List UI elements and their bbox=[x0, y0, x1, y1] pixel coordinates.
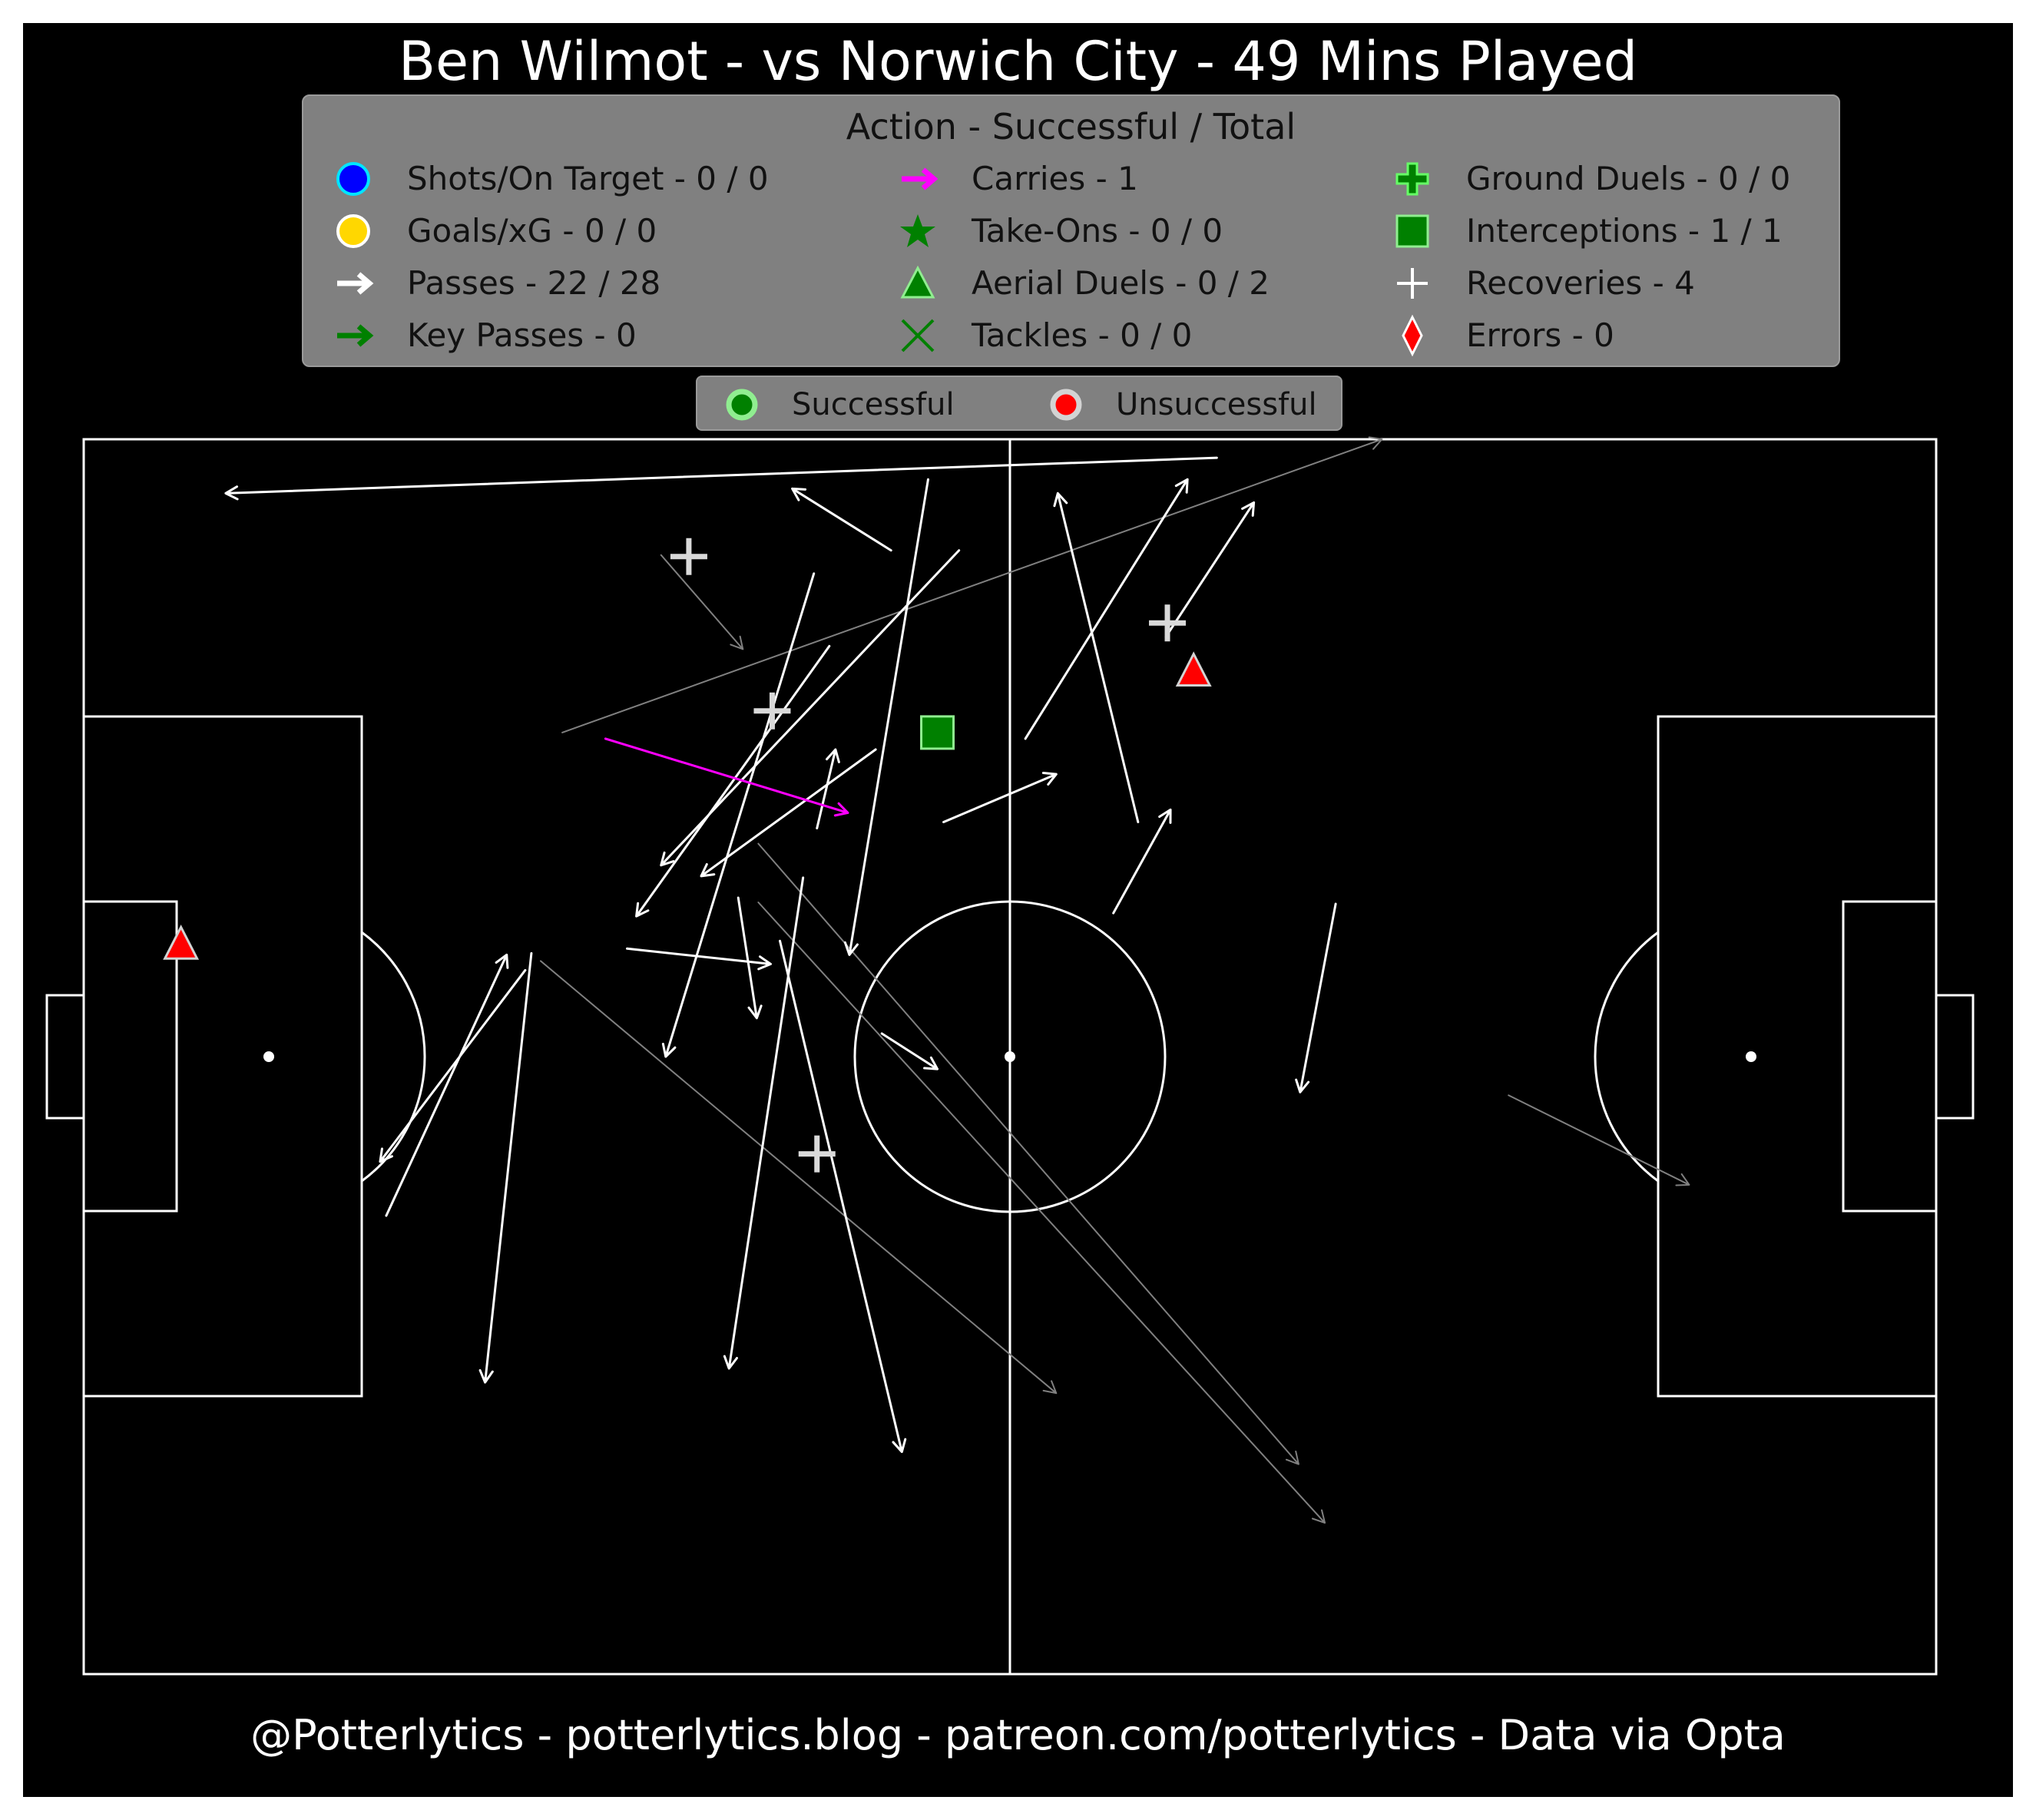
left-six-yard-box bbox=[82, 900, 178, 1213]
aerial-duel-marker-unsuccessful bbox=[1175, 651, 1212, 687]
pass-arrow-successful bbox=[379, 968, 527, 1163]
left-penalty-arc bbox=[361, 931, 426, 1183]
left-penalty-area bbox=[82, 715, 363, 1398]
green-x-icon bbox=[901, 319, 935, 352]
pitch-spots bbox=[263, 1051, 1756, 1062]
recovery-marker bbox=[753, 692, 791, 730]
pass-arrow-successful bbox=[791, 487, 892, 552]
legend-label-key-passes: Key Passes - 0 bbox=[407, 316, 637, 354]
pitch-markings bbox=[45, 438, 1975, 1676]
recovery-marker bbox=[1149, 604, 1187, 642]
action-legend: Action - Successful / Total Shots/On Tar… bbox=[302, 94, 1840, 367]
event-marks bbox=[163, 436, 1690, 1524]
pass-arrow-successful bbox=[1053, 491, 1140, 823]
footer-credit: @Potterlytics - potterlytics.blog - patr… bbox=[250, 1711, 1786, 1759]
legend-label-recoveries: Recoveries - 4 bbox=[1466, 264, 1695, 302]
left-goal bbox=[45, 994, 85, 1120]
pass-arrow-unsuccessful bbox=[660, 554, 744, 650]
green-plus-icon bbox=[1395, 162, 1429, 196]
legend-label-aerial-duels: Aerial Duels - 0 / 2 bbox=[972, 264, 1270, 302]
pass-arrow-successful bbox=[816, 748, 840, 830]
pass-arrow-successful bbox=[723, 876, 805, 1370]
right-penalty-arc bbox=[1594, 931, 1659, 1183]
blue-circle-icon bbox=[336, 162, 370, 196]
chart-title: Ben Wilmot - vs Norwich City - 49 Mins P… bbox=[398, 30, 1638, 93]
right-penalty-area bbox=[1657, 715, 1938, 1398]
aerial-duel-marker-unsuccessful bbox=[163, 924, 200, 960]
status-successful-label: Successful bbox=[792, 387, 955, 422]
legend-label-tackles: Tackles - 0 / 0 bbox=[972, 316, 1193, 354]
green-arrow-icon bbox=[337, 324, 374, 347]
right-six-yard-box bbox=[1842, 900, 1938, 1213]
pass-arrow-successful bbox=[1024, 478, 1189, 740]
red-diamond-icon bbox=[1402, 314, 1423, 357]
pass-arrow-unsuccessful bbox=[539, 960, 1058, 1395]
pass-arrow-successful bbox=[942, 772, 1058, 823]
pass-arrow-successful bbox=[660, 549, 961, 867]
recovery-marker bbox=[670, 538, 707, 575]
pass-arrow-successful bbox=[626, 947, 772, 971]
right-penalty-spot bbox=[1746, 1051, 1756, 1062]
pass-arrow-successful bbox=[1164, 501, 1256, 638]
right-goal bbox=[1935, 994, 1975, 1120]
legend-label-take-ons: Take-Ons - 0 / 0 bbox=[972, 212, 1223, 250]
white-arrow-icon bbox=[337, 272, 374, 295]
green-star-icon bbox=[900, 214, 935, 247]
green-triangle-icon bbox=[900, 265, 935, 299]
carry-arrow bbox=[604, 737, 849, 817]
legend-label-passes: Passes - 22 / 28 bbox=[407, 264, 661, 302]
gold-circle-icon bbox=[336, 214, 370, 248]
centre-spot bbox=[1005, 1051, 1015, 1062]
status-legend: Successful Unsuccessful bbox=[696, 376, 1342, 431]
magenta-arrow-icon bbox=[902, 167, 939, 190]
green-square-icon bbox=[1395, 214, 1429, 248]
left-penalty-spot bbox=[263, 1051, 274, 1062]
pass-arrow-successful bbox=[737, 896, 763, 1020]
legend-label-interceptions: Interceptions - 1 / 1 bbox=[1466, 212, 1783, 250]
interception-marker-successful bbox=[920, 715, 955, 750]
pass-arrow-successful bbox=[1112, 808, 1172, 915]
green-dot-icon bbox=[726, 389, 758, 421]
recovery-marker bbox=[798, 1135, 836, 1173]
pass-arrow-successful bbox=[779, 939, 907, 1454]
red-dot-icon bbox=[1050, 389, 1082, 421]
pass-arrow-successful bbox=[661, 572, 816, 1058]
pass-arrow-unsuccessful bbox=[1508, 1094, 1690, 1186]
status-unsuccessful-label: Unsuccessful bbox=[1116, 387, 1317, 422]
pass-arrow-successful bbox=[478, 951, 533, 1384]
pass-arrow-successful bbox=[700, 748, 877, 878]
pass-arrow-successful bbox=[880, 1032, 939, 1070]
pass-arrow-successful bbox=[635, 644, 831, 918]
pass-arrow-successful bbox=[1295, 902, 1337, 1094]
pass-arrow-unsuccessful bbox=[561, 436, 1383, 733]
legend-label-shots: Shots/On Target - 0 / 0 bbox=[407, 160, 769, 197]
pass-arrow-successful bbox=[224, 456, 1218, 501]
white-plus-icon bbox=[1397, 268, 1428, 299]
legend-label-ground-duels: Ground Duels - 0 / 0 bbox=[1466, 160, 1791, 197]
centre-circle bbox=[853, 900, 1167, 1213]
legend-title: Action - Successful / Total bbox=[846, 106, 1296, 147]
legend-label-carries: Carries - 1 bbox=[972, 160, 1138, 197]
pass-arrow-unsuccessful bbox=[757, 902, 1326, 1524]
pass-arrow-unsuccessful bbox=[757, 842, 1299, 1465]
pass-arrow-successful bbox=[843, 478, 929, 956]
pass-arrow-successful bbox=[385, 953, 509, 1217]
legend-label-goals: Goals/xG - 0 / 0 bbox=[407, 212, 657, 250]
legend-label-errors: Errors - 0 bbox=[1466, 316, 1614, 354]
